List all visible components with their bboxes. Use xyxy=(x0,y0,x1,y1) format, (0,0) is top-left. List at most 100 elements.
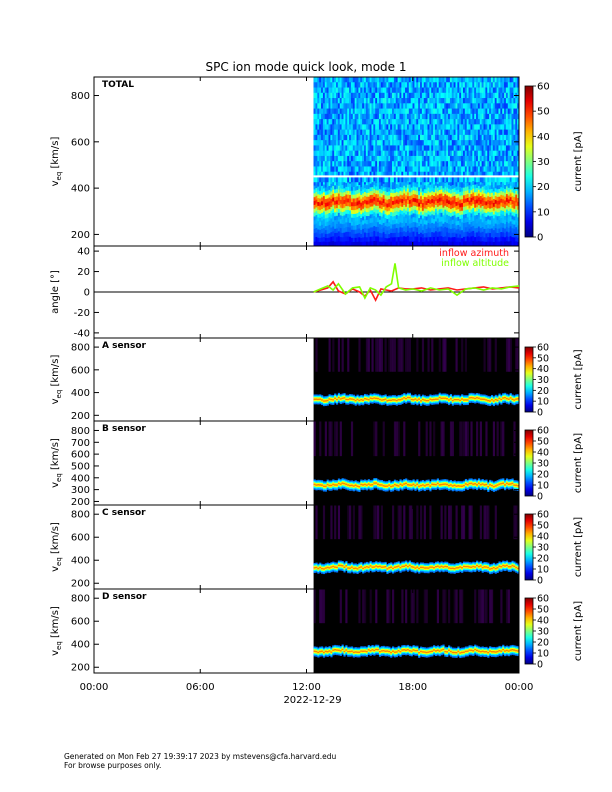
heatmap-cell xyxy=(337,124,341,130)
heatmap-cell xyxy=(386,199,389,204)
heatmap-cell xyxy=(388,403,391,406)
heatmap-cell xyxy=(421,218,425,223)
heatmap-cell xyxy=(472,398,475,401)
heatmap-cell xyxy=(317,233,320,239)
heatmap-cell xyxy=(483,189,486,194)
heatmap-cell xyxy=(347,206,350,211)
heatmap-cell xyxy=(470,166,473,173)
heatmap-cell xyxy=(315,161,318,167)
heatmap-cell xyxy=(492,176,496,183)
heatmap-cell xyxy=(423,155,426,162)
heatmap-cell xyxy=(360,92,363,99)
heatmap-cell xyxy=(420,145,423,151)
heatmap-cell xyxy=(449,182,453,188)
heatmap-cell xyxy=(399,214,402,219)
heatmap-cell xyxy=(410,227,413,233)
heatmap-cell xyxy=(377,171,380,178)
heatmap-cell xyxy=(474,215,477,220)
heatmap-cell xyxy=(434,166,438,173)
heatmap-cell xyxy=(412,194,415,199)
heatmap-cell xyxy=(509,176,512,183)
heatmap-cell xyxy=(369,206,372,211)
heatmap-cell xyxy=(405,92,408,99)
heatmap-cell xyxy=(436,119,440,125)
heatmap-cell xyxy=(448,119,451,125)
heatmap-cell xyxy=(511,77,514,83)
heatmap-cell xyxy=(517,209,520,214)
heatmap-cell xyxy=(483,204,486,209)
heatmap-cell xyxy=(349,210,352,215)
heatmap-cell xyxy=(476,218,479,224)
heatmap-cell xyxy=(319,176,322,183)
heatmap-cell xyxy=(406,220,410,227)
heatmap-cell xyxy=(321,201,324,206)
heatmap-cell xyxy=(410,150,413,157)
heatmap-cell xyxy=(371,397,374,400)
heatmap-cell xyxy=(440,113,443,120)
heatmap-cell xyxy=(337,134,341,141)
heatmap-cell xyxy=(317,484,320,486)
heatmap-cell xyxy=(328,205,331,210)
heatmap-cell xyxy=(328,197,331,202)
heatmap-cell xyxy=(364,82,367,88)
heatmap-cell xyxy=(474,396,477,399)
heatmap-cell xyxy=(438,166,441,173)
heatmap-cell xyxy=(412,166,415,173)
heatmap-cell xyxy=(505,197,509,203)
heatmap-cell xyxy=(502,124,505,130)
heatmap-cell xyxy=(358,192,361,197)
heatmap-cell xyxy=(315,191,318,197)
heatmap-cell xyxy=(406,235,410,242)
heatmap-cell xyxy=(373,140,376,146)
heatmap-cell xyxy=(462,223,466,228)
heatmap-cell xyxy=(321,182,324,188)
heatmap-cell xyxy=(345,134,348,141)
heatmap-cell xyxy=(321,209,324,214)
heatmap-cell xyxy=(492,242,496,247)
heatmap-cell xyxy=(485,182,488,188)
heatmap-cell xyxy=(438,82,441,88)
heatmap-cell xyxy=(362,108,365,115)
heatmap-cell xyxy=(322,403,326,405)
heatmap-cell xyxy=(436,187,440,192)
heatmap-cell xyxy=(453,129,456,136)
heatmap-cell xyxy=(461,134,464,141)
heatmap-cell xyxy=(451,237,454,242)
heatmap-cell xyxy=(345,155,348,162)
heatmap-cell xyxy=(494,241,497,247)
heatmap-cell xyxy=(414,87,417,94)
heatmap-cell xyxy=(492,82,496,88)
heatmap-cell xyxy=(341,155,344,162)
heatmap-cell xyxy=(341,134,344,141)
heatmap-cell xyxy=(418,394,421,397)
heatmap-cell xyxy=(367,171,370,178)
heatmap-cell xyxy=(328,224,331,230)
heatmap-cell xyxy=(367,92,370,99)
heatmap-cell xyxy=(392,212,395,217)
heatmap-cell xyxy=(472,211,475,217)
heatmap-cell xyxy=(494,150,497,157)
heatmap-cell xyxy=(347,190,350,195)
heatmap-cell xyxy=(457,216,460,222)
heatmap-cell xyxy=(365,196,369,201)
heatmap-cell xyxy=(421,210,425,215)
heatmap-cell xyxy=(317,402,320,405)
heatmap-cell xyxy=(343,166,346,173)
heatmap-cell xyxy=(487,223,490,229)
heatmap-cell xyxy=(341,219,344,225)
heatmap-cell xyxy=(375,397,378,400)
heatmap-cell xyxy=(322,119,326,125)
heatmap-cell xyxy=(315,176,318,183)
heatmap-cell xyxy=(386,113,389,120)
heatmap-cell xyxy=(502,397,505,399)
heatmap-cell xyxy=(347,77,350,83)
heatmap-cell xyxy=(395,199,398,204)
heatmap-cell xyxy=(464,113,468,120)
heatmap-cell xyxy=(513,124,516,130)
heatmap-cell xyxy=(461,394,464,396)
heatmap-cell xyxy=(330,396,333,398)
heatmap-cell xyxy=(490,200,494,205)
heatmap-cell xyxy=(442,77,445,83)
heatmap-cell xyxy=(464,194,468,199)
heatmap-cell xyxy=(393,219,397,225)
